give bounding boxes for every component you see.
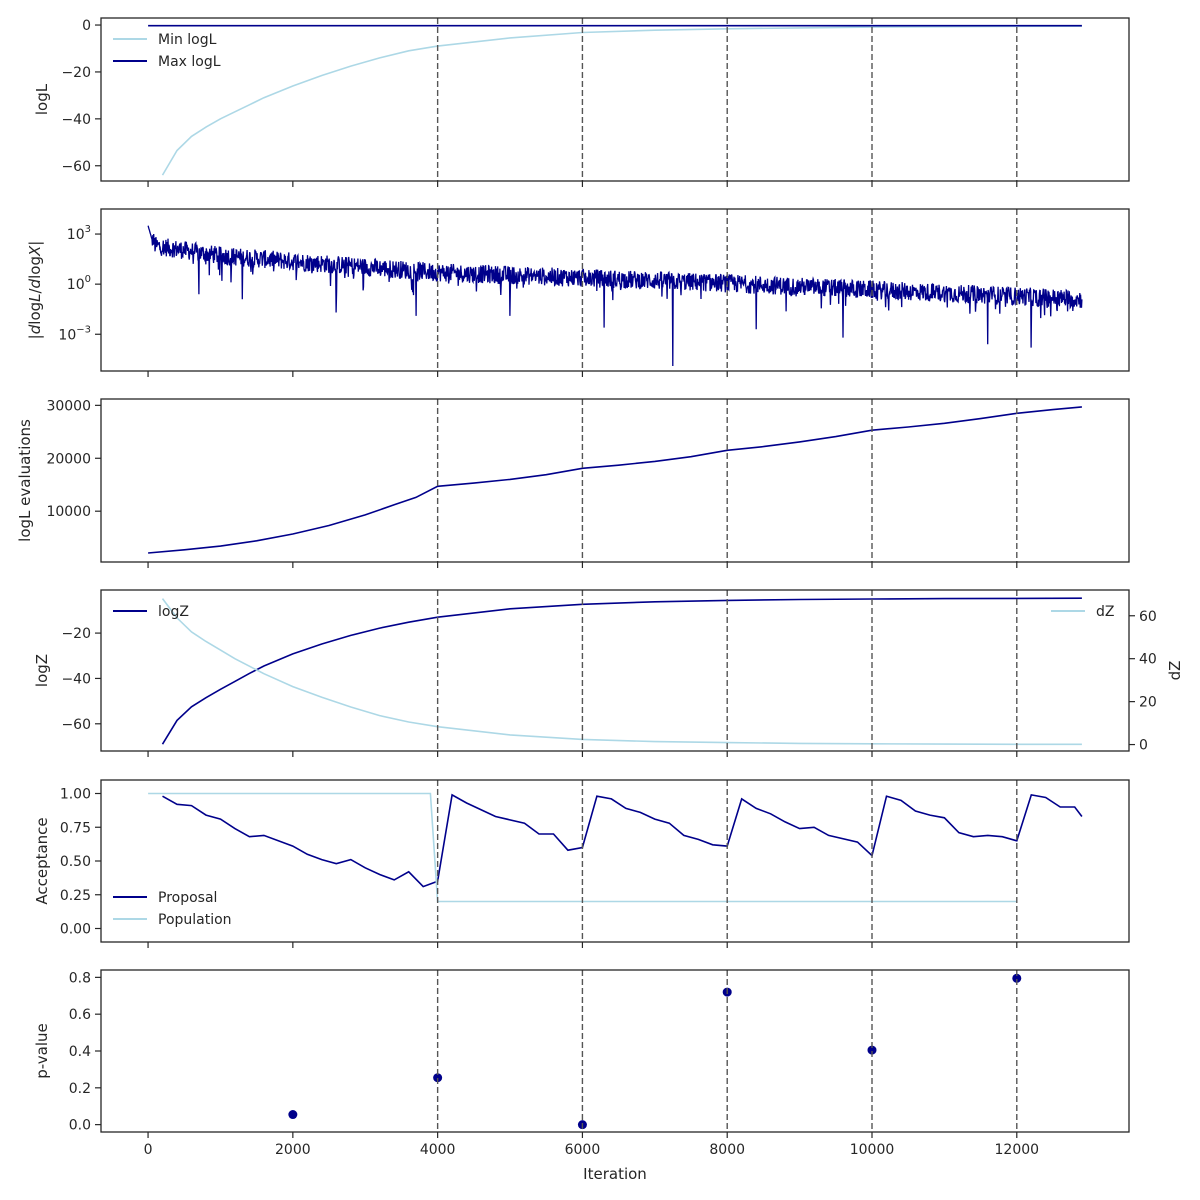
y-axis-label: logL <box>33 83 51 115</box>
y-tick-label: −20 <box>61 65 91 81</box>
panel-logl: −60 −40 −20 0 logL Min logL Max logL <box>33 17 1130 187</box>
x-tick-label: 12000 <box>995 1142 1040 1158</box>
series-line-logz <box>161 597 1082 745</box>
y-axis-label: logZ <box>33 654 51 687</box>
x-tick-label: 2000 <box>275 1142 311 1158</box>
legend-label: Min logL <box>158 32 217 48</box>
y-tick-label: −20 <box>61 626 91 642</box>
data-point <box>867 1045 877 1055</box>
y-tick-label: 100 <box>67 274 91 293</box>
axes-frame <box>100 17 1130 182</box>
y-axis-label: Acceptance <box>33 817 51 904</box>
data-point <box>1012 973 1022 983</box>
x-axis-label: Iteration <box>583 1165 647 1183</box>
y2-tick-label: 20 <box>1139 695 1157 711</box>
data-point <box>288 1110 298 1120</box>
data-point <box>433 1073 443 1083</box>
x-tick-label: 4000 <box>420 1142 456 1158</box>
axes-frame <box>100 398 1130 563</box>
x-tick-label: 6000 <box>565 1142 601 1158</box>
series-line-dz <box>161 598 1082 746</box>
y-tick-label: 0.0 <box>69 1118 91 1134</box>
axes-frame <box>100 208 1130 372</box>
y-tick-label: 0 <box>82 18 91 34</box>
y-tick-label: 0.2 <box>69 1081 91 1097</box>
y-axis-label: logL evaluations <box>16 419 34 542</box>
y-tick-label: 10−3 <box>58 324 91 343</box>
y-tick-label: 0.50 <box>60 854 91 870</box>
legend-entry: logZ <box>113 604 189 620</box>
series-line-min-logl <box>161 25 1082 176</box>
y-tick-label: 0.25 <box>60 888 91 904</box>
y-tick-label: 1.00 <box>60 787 91 803</box>
y-tick-label: 103 <box>67 224 91 243</box>
y-tick-label: 20000 <box>46 451 91 467</box>
legend-entry: Proposal <box>113 890 217 906</box>
y-tick-label: −40 <box>61 671 91 687</box>
y-axis-label: p-value <box>33 1023 51 1079</box>
legend-label: logZ <box>158 604 189 620</box>
legend-entry: Max logL <box>113 54 221 70</box>
panel-evaluations: 10000 20000 30000 logL evaluations <box>16 398 1130 568</box>
y-tick-label: 0.75 <box>60 820 91 836</box>
y2-tick-label: 0 <box>1139 738 1148 754</box>
x-tick-label: 8000 <box>709 1142 745 1158</box>
legend-label: dZ <box>1096 604 1114 620</box>
y-tick-label: 0.4 <box>69 1044 91 1060</box>
x-tick-label: 0 <box>144 1142 153 1158</box>
y2-tick-label: 60 <box>1139 609 1157 625</box>
y-tick-label: −40 <box>61 112 91 128</box>
legend-entry: dZ <box>1051 604 1114 620</box>
legend-label: Population <box>158 912 232 928</box>
series-line <box>147 225 1083 367</box>
axes-frame <box>100 589 1130 752</box>
legend-label: Proposal <box>158 890 217 906</box>
x-tick-label: 10000 <box>850 1142 895 1158</box>
legend-entry: Min logL <box>113 32 217 48</box>
panel-acceptance: 0.00 0.25 0.50 0.75 1.00 Acceptance Proposal Po… <box>33 779 1130 948</box>
y2-tick-label: 40 <box>1139 652 1157 668</box>
panel-pvalue: 0 2000 4000 6000 8000 10000 12000 0.0 0.2 0.4 0.6 0… <box>33 969 1130 1183</box>
y-tick-label: 30000 <box>46 398 91 414</box>
panel-logz: −60 −40 −20 0 20 40 60 logZ dZ logZ dZ <box>33 589 1184 757</box>
y-axis-label: |dlogL/dlogX| <box>26 241 44 340</box>
panel-dlogl-dlogx: 10−3 100 103 |dlogL/dlogX| <box>26 208 1130 377</box>
legend-entry: Population <box>113 912 232 928</box>
y-tick-label: 10000 <box>46 504 91 520</box>
legend-label: Max logL <box>158 54 221 70</box>
y-tick-label: 0.00 <box>60 922 91 938</box>
series-line-proposal <box>162 793 1083 888</box>
y-tick-label: 0.6 <box>69 1007 91 1023</box>
y-tick-label: 0.8 <box>69 970 91 986</box>
y-tick-label: −60 <box>61 159 91 175</box>
y2-axis-label: dZ <box>1166 661 1184 681</box>
y-tick-label: −60 <box>61 717 91 733</box>
series-line-main <box>148 406 1082 554</box>
